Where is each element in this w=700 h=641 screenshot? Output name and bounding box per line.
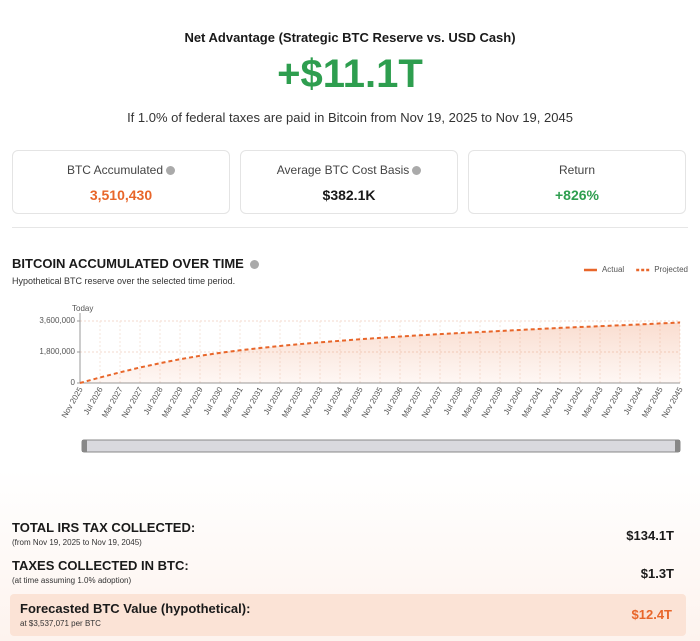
stat-label: Return [558,163,596,177]
summary-label: TOTAL IRS TAX COLLECTED: [12,520,196,535]
summary-label: TAXES COLLECTED IN BTC: [12,558,189,573]
header-value: +$11.1T [277,52,423,96]
stat-card: BTC Accumulated 3,510,430 [12,150,230,214]
summary-highlight: Forecasted BTC Value (hypothetical): at … [10,594,686,636]
info-icon[interactable] [412,166,422,176]
x-tick-label: Nov 2025 [60,385,85,420]
series-line [79,321,681,384]
summary-row: TAXES COLLECTED IN BTC: (at time assumin… [12,558,688,592]
stat-label: Average BTC Cost Basis [276,163,410,177]
header-title: Net Advantage (Strategic BTC Reserve vs.… [184,30,516,45]
scrollbar-handle-left[interactable] [82,440,87,452]
summary-value: $12.4T [631,607,672,622]
stat-card: Average BTC Cost Basis $382.1K [240,150,458,214]
scrollbar-handle-right[interactable] [675,440,680,452]
y-tick-label: 1,800,000 [39,347,75,356]
stat-card: Return +826% [468,150,686,214]
today-annotation: Today [72,304,93,313]
summary-label: Forecasted BTC Value (hypothetical): [20,601,251,616]
summary-row: TOTAL IRS TAX COLLECTED: (from Nov 19, 2… [12,520,688,554]
chart-title: BITCOIN ACCUMULATED OVER TIME [12,256,259,271]
scrollbar-track [81,439,681,453]
summary-value: $1.3T [640,566,674,581]
header-subtitle: If 1.0% of federal taxes are paid in Bit… [127,110,573,125]
stat-value: 3,510,430 [89,187,153,203]
summary-note: at $3,537,071 per BTC [20,619,101,628]
stat-value: +826% [555,187,599,203]
info-icon[interactable] [249,260,259,270]
info-icon[interactable] [166,166,176,176]
y-tick-label: 0 [71,378,76,387]
summary-note: (at time assuming 1.0% adoption) [12,576,132,585]
divider [12,227,688,228]
stat-label: BTC Accumulated [66,163,164,177]
chart-subtitle: Hypothetical BTC reserve over the select… [12,276,236,286]
stat-value: $382.1K [322,187,376,203]
summary-row-inner: Forecasted BTC Value (hypothetical): at … [10,594,686,628]
summary-value: $134.1T [626,528,674,543]
chart-title-text: BITCOIN ACCUMULATED OVER TIME [12,256,244,271]
legend-label: Actual [602,265,624,274]
y-tick-label: 3,600,000 [39,316,75,325]
legend-label: Projected [654,265,688,274]
area-fill [80,322,680,383]
summary-note: (from Nov 19, 2025 to Nov 19, 2045) [12,538,142,547]
